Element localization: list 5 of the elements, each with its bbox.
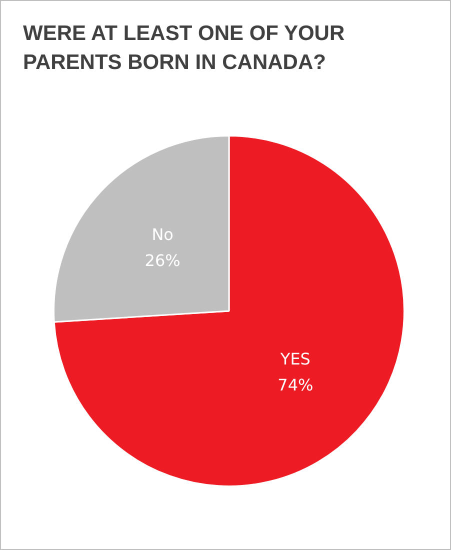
- data-label: 74%: [278, 376, 314, 395]
- slice-label: No: [152, 224, 174, 244]
- chart-title: WERE AT LEAST ONE OF YOUR PARENTS BORN IN CANADA?: [23, 21, 346, 76]
- data-label: 26%: [144, 250, 180, 270]
- slice-label: YES: [279, 350, 310, 369]
